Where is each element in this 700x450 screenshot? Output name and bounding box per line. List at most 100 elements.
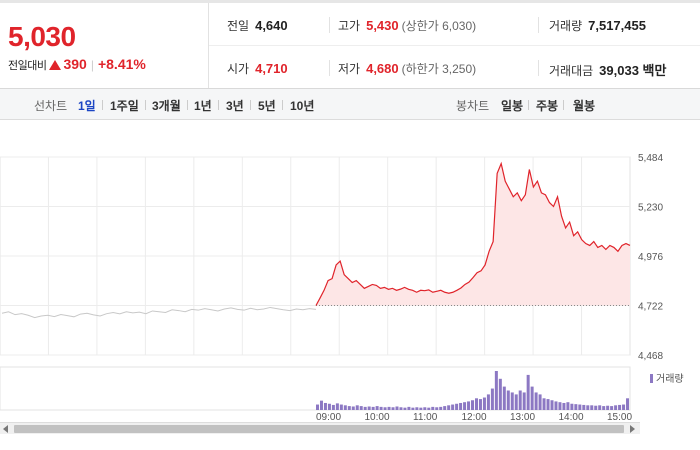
volume-bar (443, 406, 447, 410)
volume-bar (602, 406, 606, 410)
volume-bar (542, 398, 546, 410)
volume-bar (546, 399, 550, 410)
volume-bar (471, 400, 475, 410)
volume-bar (514, 394, 518, 410)
volume-legend-label: 거래량 (656, 373, 684, 385)
price-box: 5,030 전일대비 390 | +8.41% (0, 3, 209, 88)
x-tick-label: 15:00 (607, 412, 632, 423)
volume-bar (562, 402, 566, 410)
stat-prev: 전일 4,640 (227, 17, 288, 34)
volume-bar (371, 406, 375, 410)
stat-prev-label: 전일 (227, 19, 250, 33)
stat-prev-value: 4,640 (255, 18, 288, 33)
volume-bar (467, 401, 471, 410)
volume-bar (415, 407, 419, 410)
separator (145, 100, 146, 110)
x-tick-label: 09:00 (316, 412, 341, 423)
stats-panel: 전일 4,640 고가 5,430 (상한가 6,030) 거래량 7,517,455 … (209, 3, 700, 88)
volume-bar (486, 394, 490, 410)
volume-bar (407, 406, 411, 410)
volume-bar (379, 406, 383, 410)
volume-bar (614, 405, 618, 410)
volume-bar (347, 406, 351, 410)
x-tick-label: 10:00 (365, 412, 390, 423)
volume-bar (574, 404, 578, 410)
volume-bar (335, 403, 339, 410)
volume-bar (618, 404, 622, 410)
volume-bar (622, 404, 626, 410)
volume-bar (534, 392, 538, 410)
y-tick-label: 4,722 (638, 302, 663, 313)
chart-toolbar: 선차트 1일 1주일 3개월 1년 3년 5년 10년 봉차트 일봉 주봉 월봉 (0, 89, 700, 120)
previous-day-line (1, 306, 317, 319)
volume-bar (319, 400, 323, 410)
volume-bar (522, 392, 526, 410)
volume-bar (594, 405, 598, 410)
volume-bar (375, 406, 379, 410)
period-5y[interactable]: 5년 (258, 99, 276, 113)
volume-bar (610, 406, 614, 410)
candle-weekly[interactable]: 주봉 (536, 99, 559, 113)
volume-bar (502, 386, 506, 410)
volume-bar (367, 406, 371, 410)
divider (538, 17, 539, 33)
x-tick-label: 12:00 (462, 412, 487, 423)
volume-bar (578, 404, 582, 410)
volume-bar (498, 378, 502, 410)
y-tick-label: 5,230 (638, 203, 663, 214)
volume-bar (606, 405, 610, 410)
up-triangle-icon (49, 60, 62, 70)
separator (102, 100, 103, 110)
x-tick-label: 11:00 (413, 412, 438, 423)
volume-bar (451, 404, 455, 410)
candle-daily[interactable]: 일봉 (501, 99, 524, 113)
stat-amount: 거래대금 39,033 백만 (549, 60, 666, 79)
stat-low-label: 저가 (338, 62, 361, 76)
stat-high-value: 5,430 (366, 18, 399, 33)
volume-bar (494, 371, 498, 410)
divider (329, 60, 330, 76)
volume-bar (626, 398, 630, 410)
volume-bar (550, 400, 554, 410)
period-10y[interactable]: 10년 (290, 99, 315, 113)
volume-bar (586, 405, 590, 410)
candle-monthly[interactable]: 월봉 (573, 99, 596, 113)
volume-bar (363, 406, 367, 410)
volume-bar (598, 405, 602, 410)
period-1d[interactable]: 1일 (78, 99, 96, 113)
scroll-left-arrow-icon[interactable] (3, 425, 8, 433)
stat-high-label: 고가 (338, 19, 361, 33)
volume-bar (391, 407, 395, 410)
current-price: 5,030 (8, 21, 76, 52)
period-3y[interactable]: 3년 (226, 99, 244, 113)
scroll-right-arrow-icon[interactable] (630, 425, 635, 433)
volume-bar (566, 402, 570, 410)
quote-header: 5,030 전일대비 390 | +8.41% 전일 4,640 고가 5,430 (상한가… (0, 0, 700, 89)
stat-open: 시가 4,710 (227, 60, 288, 77)
intraday-chart[interactable]: 5,484 5,230 4,976 4,722 4,468 거래량 09:00 10:00 11… (0, 120, 700, 450)
chart-scrollbar[interactable] (0, 422, 640, 434)
scroll-thumb[interactable] (14, 425, 624, 433)
y-tick-label: 4,468 (638, 351, 663, 362)
period-1y[interactable]: 1년 (194, 99, 212, 113)
volume-bar (538, 394, 542, 410)
period-1w[interactable]: 1주일 (110, 99, 139, 113)
stats-row-divider (209, 45, 700, 46)
volume-bar (423, 407, 427, 410)
volume-bar (339, 404, 343, 410)
volume-bar (435, 407, 439, 410)
period-3m[interactable]: 3개월 (152, 99, 181, 113)
volume-bar (459, 402, 463, 410)
volume-bar (351, 406, 355, 410)
price-line (315, 161, 631, 306)
stat-amount-label: 거래대금 (549, 64, 594, 78)
separator: | (90, 58, 94, 72)
volume-bar (359, 406, 363, 410)
volume-bar (427, 407, 431, 410)
separator (187, 100, 188, 110)
x-tick-label: 13:00 (510, 412, 535, 423)
volume-bar (439, 406, 443, 410)
stat-volume-label: 거래량 (549, 19, 583, 33)
stat-volume: 거래량 7,517,455 (549, 17, 646, 34)
divider (538, 60, 539, 76)
